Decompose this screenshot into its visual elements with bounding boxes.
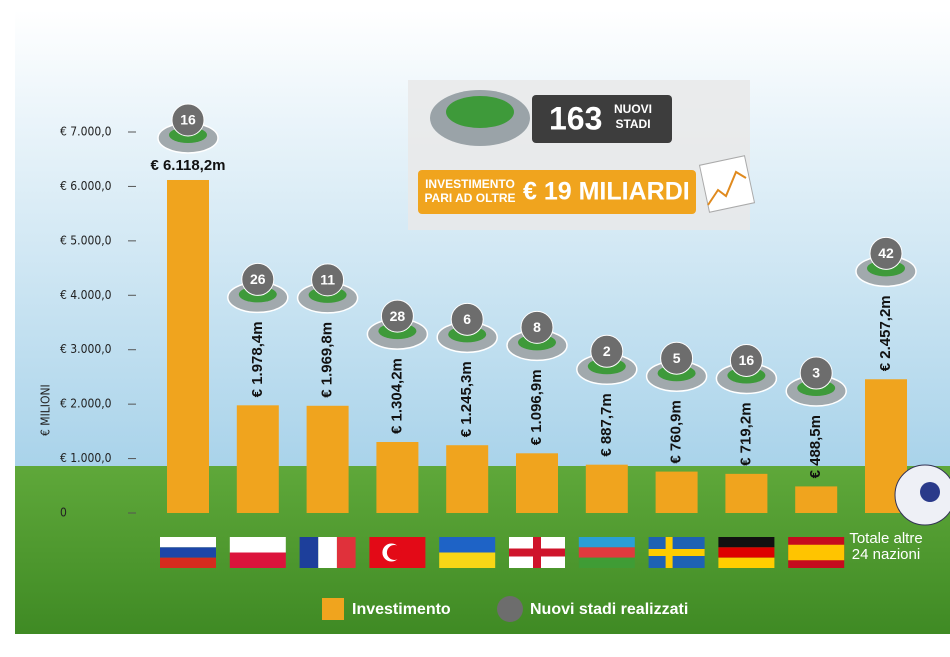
flag [439,537,496,553]
flag [578,547,635,558]
stadium-count: 16 [180,112,196,128]
stadium-count: 42 [878,245,894,261]
flag [160,547,216,558]
legend-swatch [322,598,344,620]
stadium-count-bubble [869,236,903,270]
stadium-count-bubble [380,299,414,333]
bar [795,486,838,513]
stadium-count: 6 [463,311,471,327]
value-label: € 1.096,9m [528,369,545,445]
bar [655,471,698,513]
value-label: € 887,7m [598,393,615,456]
investment-box [418,170,696,214]
stadium-total: 163 [549,100,602,136]
bar [376,442,419,513]
stadium-count-bubble [660,341,694,375]
flag [718,547,775,558]
stadium-count: 2 [603,343,611,359]
bar [585,464,628,513]
stadium-count-bubble [590,334,624,368]
stadium-count-bubble [520,310,554,344]
value-label: € 719,2m [737,402,754,465]
stadium-count-bubble [311,263,345,297]
ball [920,482,940,502]
y-tick-label: € 2.000,0 [60,397,112,411]
stadium-count-bubble [450,302,484,336]
y-tick-label: € 7.000,0 [60,125,112,139]
value-label: € 1.978,4m [249,321,266,397]
legend-label: Investimento [352,601,451,618]
flag [718,557,775,568]
value-label: € 488,5m [807,415,824,478]
flag [318,537,337,568]
y-tick-label: € 3.000,0 [60,342,112,356]
flag [788,544,845,561]
y-tick-label: € 5.000,0 [60,233,112,247]
flag [718,537,775,548]
flag [336,537,356,568]
value-label: € 1.245,3m [458,361,475,437]
y-tick-label: 0 [60,506,67,520]
value-label: € 1.969,8m [319,322,336,398]
stadium-count-bubble [799,356,833,390]
stadium-total-box [532,95,672,143]
bar [236,405,279,513]
bar [516,453,558,513]
flag [578,557,635,568]
y-tick-label: € 4.000,0 [60,288,112,302]
investment-text: PARI AD OLTRE [424,191,515,205]
stadium-count-bubble [171,103,205,137]
value-label: € 6.118,2m [150,157,225,174]
flag [509,548,565,557]
bar [306,405,349,513]
investment-total: € 19 MILIARDI [523,178,690,206]
legend-label: Nuovi stadi realizzati [530,601,688,618]
stadium-count: 5 [673,350,681,366]
flag [648,549,705,556]
stadium-text: NUOVI [614,102,652,116]
stadium-count: 28 [390,308,406,324]
bar [446,445,489,513]
stadium-count-bubble [241,262,275,296]
y-tick-label: € 1.000,0 [60,451,112,465]
flag [229,537,286,553]
value-label: € 760,9m [668,400,685,463]
value-label: € 2.457,2m [877,295,894,371]
flag [229,552,286,568]
stadium-count-bubble [729,343,763,377]
stadium-count: 26 [250,271,266,287]
flag [386,545,402,560]
stadium-count: 11 [320,272,335,288]
stadium-icon [446,96,514,128]
bar [725,473,768,513]
flag [578,537,635,548]
value-label: € 1.304,2m [388,358,405,434]
flag [439,552,496,568]
y-axis-label: € MILIONI [39,384,53,436]
flag [160,557,216,568]
stadium-count: 16 [739,352,755,368]
x-tick-label: Totale altre 24 nazioni [849,530,923,563]
stadium-count: 3 [812,365,820,381]
flag [299,537,319,568]
legend-swatch [497,596,523,622]
flag [160,537,216,548]
stadium-text: STADI [615,117,650,131]
stadium-count: 8 [533,319,541,335]
chart-icon [707,170,747,206]
y-tick-label: € 6.000,0 [60,179,112,193]
bar [167,179,209,513]
investment-text: INVESTIMENTO [425,177,515,191]
